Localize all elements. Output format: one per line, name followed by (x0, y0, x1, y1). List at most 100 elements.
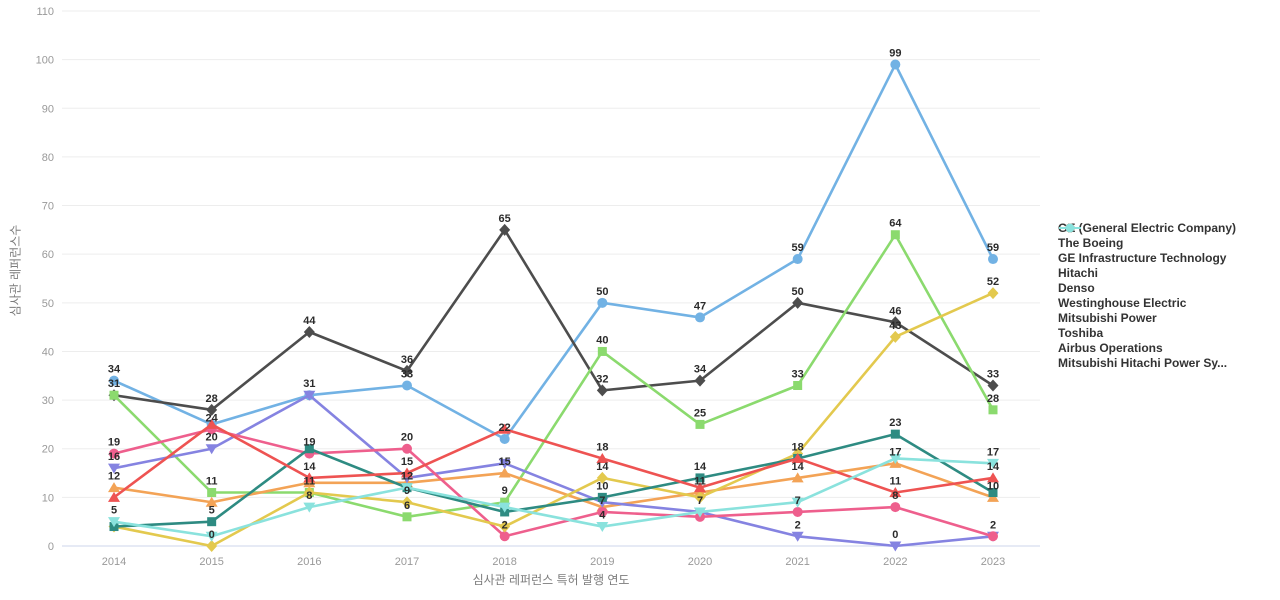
data-point-marker[interactable] (205, 531, 218, 542)
data-point-marker[interactable] (303, 326, 315, 338)
data-point-label: 50 (596, 286, 608, 298)
data-point-marker[interactable] (206, 403, 218, 416)
legend-item-ge-general-electric-company[interactable]: GE (General Electric Company) (1058, 222, 1236, 234)
data-point-marker[interactable] (108, 463, 120, 474)
data-point-label: 28 (987, 393, 999, 405)
data-point-marker[interactable] (304, 444, 314, 454)
data-point-marker[interactable] (791, 531, 804, 542)
data-point-marker[interactable] (988, 531, 998, 542)
data-point-marker[interactable] (597, 492, 607, 502)
data-point-marker[interactable] (791, 472, 804, 483)
data-point-label: 11 (206, 476, 218, 488)
data-point-marker[interactable] (988, 488, 998, 497)
data-point-marker[interactable] (889, 316, 901, 329)
data-point-marker[interactable] (401, 467, 413, 478)
legend-item-mitsubishi-power[interactable]: Mitsubishi Power (1058, 223, 1236, 324)
data-point-marker[interactable] (791, 497, 804, 508)
legend-item-westinghouse-electric[interactable]: Westinghouse Electric (1058, 223, 1236, 309)
data-point-marker[interactable] (402, 512, 412, 522)
data-point-marker[interactable] (988, 405, 998, 415)
data-point-marker[interactable] (109, 448, 119, 459)
data-point-marker[interactable] (792, 254, 803, 265)
data-point-marker[interactable] (694, 507, 706, 518)
data-point-marker[interactable] (303, 472, 316, 483)
data-point-marker[interactable] (596, 452, 609, 463)
data-point-marker[interactable] (401, 496, 413, 509)
legend-item-mitsubishi-hitachi-power-sy[interactable]: Mitsubishi Hitachi Power Sy... (1058, 223, 1236, 369)
data-point-marker[interactable] (792, 506, 803, 517)
legend-item-ge-infrastructure-technology[interactable]: GE Infrastructure Technology (1058, 223, 1236, 264)
data-point-marker[interactable] (205, 444, 218, 455)
data-point-marker[interactable] (498, 423, 511, 434)
data-point-marker[interactable] (988, 254, 998, 265)
data-point-marker[interactable] (596, 384, 608, 397)
data-point-marker[interactable] (987, 287, 999, 300)
data-point-marker[interactable] (303, 390, 316, 401)
data-point-marker[interactable] (890, 59, 901, 70)
data-point-marker[interactable] (303, 502, 316, 513)
data-point-marker[interactable] (695, 312, 705, 323)
data-point-marker[interactable] (108, 482, 120, 493)
data-point-marker[interactable] (792, 296, 804, 309)
data-point-marker[interactable] (206, 540, 218, 552)
data-point-marker[interactable] (499, 520, 511, 533)
data-point-marker[interactable] (109, 375, 119, 386)
data-point-marker[interactable] (890, 502, 901, 513)
data-point-label: 52 (987, 276, 999, 288)
data-point-marker[interactable] (694, 491, 706, 504)
data-point-label: 20 (401, 432, 413, 444)
data-point-marker[interactable] (205, 496, 218, 507)
legend-item-hitachi[interactable]: Hitachi (1058, 223, 1236, 279)
data-point-marker[interactable] (401, 483, 413, 494)
data-point-marker[interactable] (498, 502, 511, 513)
legend-item-toshiba[interactable]: Toshiba (1058, 223, 1236, 339)
data-point-marker[interactable] (694, 482, 706, 493)
data-point-marker[interactable] (889, 330, 901, 343)
data-point-marker[interactable] (499, 434, 510, 444)
data-point-label: 44 (303, 315, 316, 327)
data-point-marker[interactable] (498, 458, 511, 469)
series-line (112, 63, 995, 441)
data-point-marker[interactable] (694, 374, 706, 387)
data-point-marker[interactable] (987, 458, 999, 469)
data-point-marker[interactable] (890, 429, 900, 439)
series-line (112, 427, 995, 538)
legend-line-dot-icon (1059, 223, 1081, 233)
legend-item-the-boeing[interactable]: The Boeing (1058, 223, 1236, 249)
data-point-marker[interactable] (889, 487, 902, 497)
data-point-marker[interactable] (402, 380, 412, 391)
legend-item-denso[interactable]: Denso (1058, 223, 1236, 294)
data-point-marker[interactable] (108, 517, 120, 528)
data-point-marker[interactable] (596, 522, 609, 533)
data-point-marker[interactable] (597, 346, 607, 356)
data-point-marker[interactable] (499, 531, 510, 542)
data-point-marker[interactable] (500, 497, 510, 507)
data-point-marker[interactable] (987, 472, 999, 483)
data-point-label: 14 (987, 461, 1000, 473)
x-tick-label: 2016 (297, 556, 321, 568)
data-point-marker[interactable] (596, 471, 608, 484)
data-point-marker[interactable] (205, 418, 218, 429)
data-point-marker[interactable] (207, 488, 217, 497)
data-point-marker[interactable] (108, 491, 120, 502)
data-point-marker[interactable] (499, 223, 511, 236)
data-point-marker[interactable] (109, 390, 119, 400)
data-point-marker[interactable] (597, 506, 608, 517)
data-point-marker[interactable] (695, 419, 705, 429)
data-point-marker[interactable] (793, 381, 803, 390)
data-point-marker[interactable] (890, 230, 900, 240)
data-point-marker[interactable] (401, 364, 413, 377)
data-point-marker[interactable] (695, 473, 705, 483)
data-point-marker[interactable] (303, 486, 315, 499)
data-point-marker[interactable] (791, 452, 804, 463)
data-point-marker[interactable] (498, 467, 511, 478)
legend-item-airbus-operations[interactable]: Airbus Operations (1058, 223, 1236, 354)
data-point-marker[interactable] (597, 297, 608, 308)
legend-item-label: GE (General Electric Company) (1058, 221, 1237, 235)
data-point-marker[interactable] (987, 379, 999, 392)
data-point-marker[interactable] (207, 517, 217, 527)
data-point-label: 20 (206, 432, 218, 444)
data-point-marker[interactable] (402, 443, 412, 454)
data-point-marker[interactable] (889, 453, 902, 464)
data-point-marker[interactable] (889, 541, 902, 552)
